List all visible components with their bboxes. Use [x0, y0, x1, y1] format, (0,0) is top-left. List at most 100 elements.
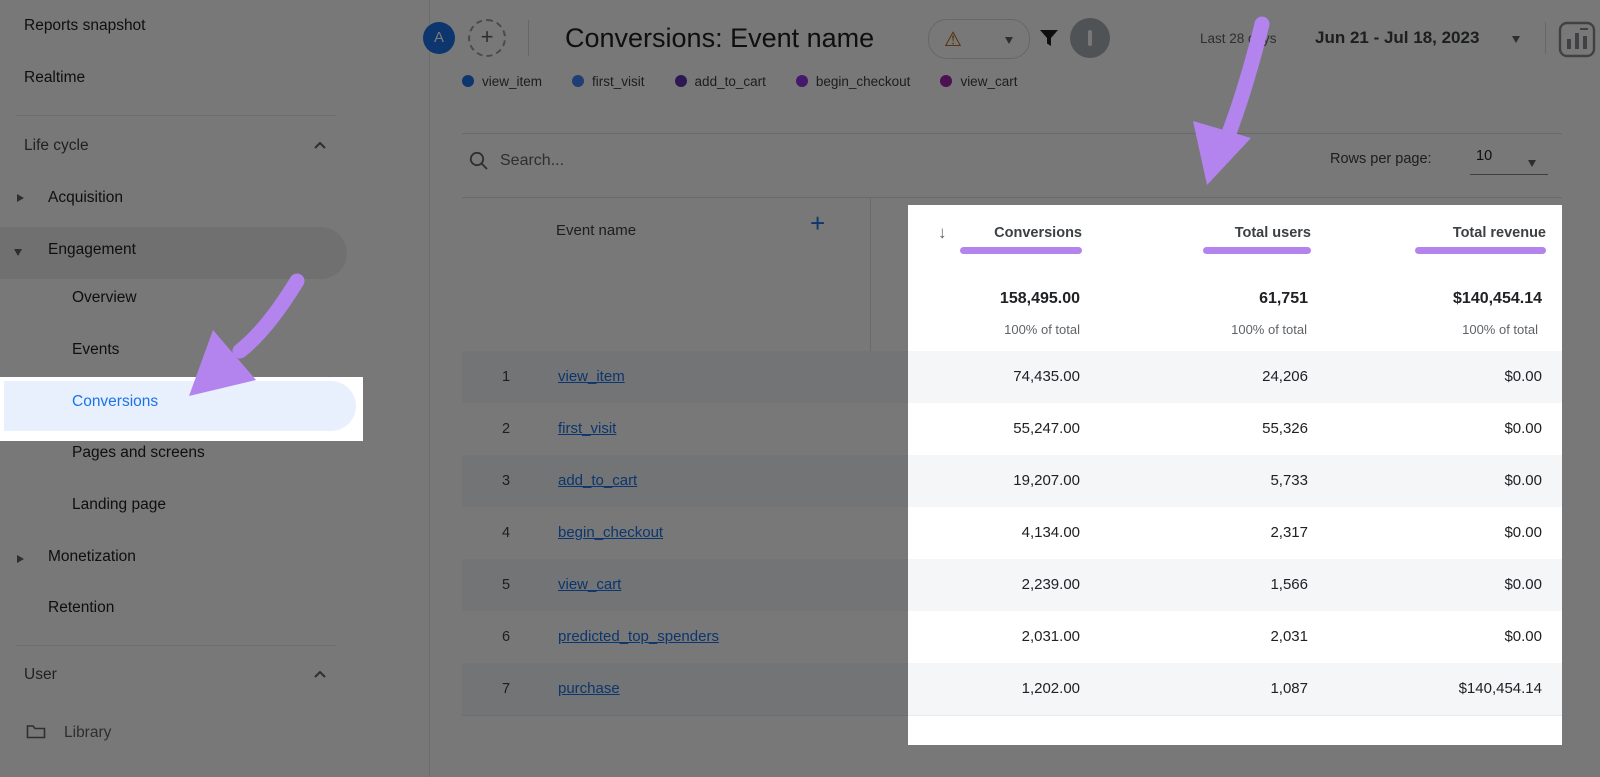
date-chevron-icon[interactable]: [1512, 36, 1520, 43]
sort-descending-icon[interactable]: ↓: [938, 223, 947, 242]
totals-conversions-share: 100% of total: [1004, 322, 1080, 337]
legend-dot-icon: [462, 75, 474, 87]
table-row: 4 begin_checkout 4,134.00 2,317 $0.00: [462, 507, 1562, 560]
legend-label: add_to_cart: [694, 75, 766, 89]
legend-label: view_cart: [960, 75, 1018, 89]
library-folder-icon: [26, 725, 46, 739]
total-users-value: 5,733: [1270, 472, 1308, 489]
insights-badge-icon[interactable]: [1070, 18, 1110, 58]
legend-item[interactable]: first_visit: [572, 75, 645, 89]
sidebar-item-conversions[interactable]: [4, 381, 356, 431]
row-index: 7: [501, 681, 511, 697]
account-avatar[interactable]: A: [423, 22, 455, 54]
total-users-value: 1,087: [1270, 680, 1308, 697]
totals-total-users-share: 100% of total: [1231, 322, 1307, 337]
sidebar-item-engagement-label: Engagement: [48, 241, 136, 258]
totals-total-revenue-share: 100% of total: [1462, 322, 1538, 337]
collapse-chevron-icon[interactable]: [314, 671, 326, 678]
total-revenue-value: $0.00: [1504, 368, 1542, 385]
data-quality-badge[interactable]: ⚠: [928, 19, 1030, 59]
collapse-arrow-icon[interactable]: [14, 249, 22, 256]
table-row: 7 purchase 1,202.00 1,087 $140,454.14: [462, 663, 1562, 716]
table-row: 5 view_cart 2,239.00 1,566 $0.00: [462, 559, 1562, 612]
sidebar-item-library[interactable]: Library: [64, 724, 112, 741]
event-name-link[interactable]: add_to_cart: [558, 472, 638, 489]
legend-item[interactable]: view_cart: [940, 75, 1017, 89]
column-header-event-name[interactable]: Event name: [556, 222, 637, 239]
legend-dot-icon: [674, 75, 687, 87]
header-divider: [528, 20, 529, 56]
total-users-value: 1,566: [1270, 576, 1308, 593]
total-revenue-value: $0.00: [1504, 628, 1542, 645]
sidebar-section-user[interactable]: User: [24, 666, 57, 683]
row-index: 4: [501, 525, 511, 541]
total-revenue-value: $140,454.14: [1458, 680, 1542, 697]
add-comparison-button[interactable]: +: [468, 19, 506, 57]
warning-triangle-icon: ⚠: [944, 29, 962, 51]
totals-conversions: 158,495.00: [999, 290, 1080, 307]
sidebar-item-events[interactable]: Events: [72, 341, 120, 358]
conversions-value: 2,031.00: [1021, 628, 1080, 645]
event-name-link[interactable]: purchase: [558, 680, 620, 697]
filter-funnel-icon[interactable]: [1038, 27, 1060, 49]
expand-arrow-icon[interactable]: [17, 194, 24, 202]
column-header-conversions[interactable]: Conversions: [994, 225, 1082, 241]
legend-item[interactable]: add_to_cart: [674, 75, 766, 89]
row-index: 6: [501, 629, 511, 645]
legend-dot-icon: [795, 75, 808, 87]
conversions-value: 19,207.00: [1013, 472, 1080, 489]
sidebar-section-life-cycle[interactable]: Life cycle: [24, 137, 89, 154]
column-header-total-users[interactable]: Total users: [1234, 225, 1311, 241]
total-users-value: 24,206: [1262, 368, 1308, 385]
total-revenue-value: $0.00: [1504, 576, 1542, 593]
search-input[interactable]: Search...: [500, 152, 565, 169]
sidebar-item-acquisition[interactable]: Acquisition: [48, 189, 123, 206]
date-range-selector[interactable]: Jun 21 - Jul 18, 2023: [1315, 28, 1480, 47]
totals-total-users: 61,751: [1259, 290, 1308, 307]
row-index: 5: [501, 577, 511, 593]
legend-label: first_visit: [592, 75, 645, 89]
collapse-chevron-icon[interactable]: [314, 142, 326, 149]
total-users-value: 55,326: [1262, 420, 1308, 437]
annotation-underline-total-revenue: [1415, 247, 1546, 254]
sidebar-item-conversions-label: Conversions: [72, 393, 159, 410]
row-index: 2: [501, 421, 511, 437]
sidebar-item-pages-and-screens[interactable]: Pages and screens: [72, 444, 205, 461]
expand-arrow-icon[interactable]: [17, 555, 24, 563]
rows-per-page-select[interactable]: 10: [1476, 148, 1493, 164]
legend-item[interactable]: begin_checkout: [795, 75, 910, 89]
event-name-link[interactable]: begin_checkout: [558, 524, 664, 541]
sidebar-item-reports-snapshot[interactable]: Reports snapshot: [24, 17, 146, 34]
info-bar-glyph: [1088, 30, 1092, 46]
conversions-value: 1,202.00: [1021, 680, 1080, 697]
annotation-underline-conversions: [960, 247, 1082, 254]
event-name-link[interactable]: first_visit: [558, 420, 617, 437]
table-row: 3 add_to_cart 19,207.00 5,733 $0.00: [462, 455, 1562, 508]
sidebar-item-retention[interactable]: Retention: [48, 599, 115, 616]
legend-item[interactable]: view_item: [462, 75, 542, 89]
total-revenue-value: $0.00: [1504, 420, 1542, 437]
conversions-value: 55,247.00: [1013, 420, 1080, 437]
add-column-button[interactable]: +: [810, 208, 826, 238]
sidebar-item-monetization[interactable]: Monetization: [48, 548, 136, 565]
table-top-border: [462, 197, 1562, 198]
sidebar-divider: [16, 645, 336, 646]
chart-legend: view_item first_visit add_to_cart begin_che…: [462, 75, 1542, 94]
event-name-link[interactable]: view_item: [558, 368, 625, 385]
page-title: Conversions: Event name: [565, 23, 875, 53]
rows-per-page-chevron-icon[interactable]: [1528, 160, 1536, 167]
customize-report-icon[interactable]: [1558, 21, 1596, 58]
sidebar-item-landing-page[interactable]: Landing page: [72, 496, 166, 513]
select-underline: [1470, 174, 1548, 175]
legend-label: view_item: [482, 75, 543, 89]
date-preset-label: Last 28 days: [1200, 31, 1277, 46]
row-index: 3: [501, 473, 511, 489]
legend-dot-icon: [572, 75, 585, 87]
sidebar-item-realtime[interactable]: Realtime: [24, 69, 86, 86]
event-name-link[interactable]: view_cart: [558, 576, 622, 593]
header-divider: [1545, 22, 1546, 54]
column-header-total-revenue[interactable]: Total revenue: [1452, 225, 1546, 241]
event-name-link[interactable]: predicted_top_spenders: [558, 628, 719, 645]
sidebar-item-overview[interactable]: Overview: [72, 289, 137, 306]
